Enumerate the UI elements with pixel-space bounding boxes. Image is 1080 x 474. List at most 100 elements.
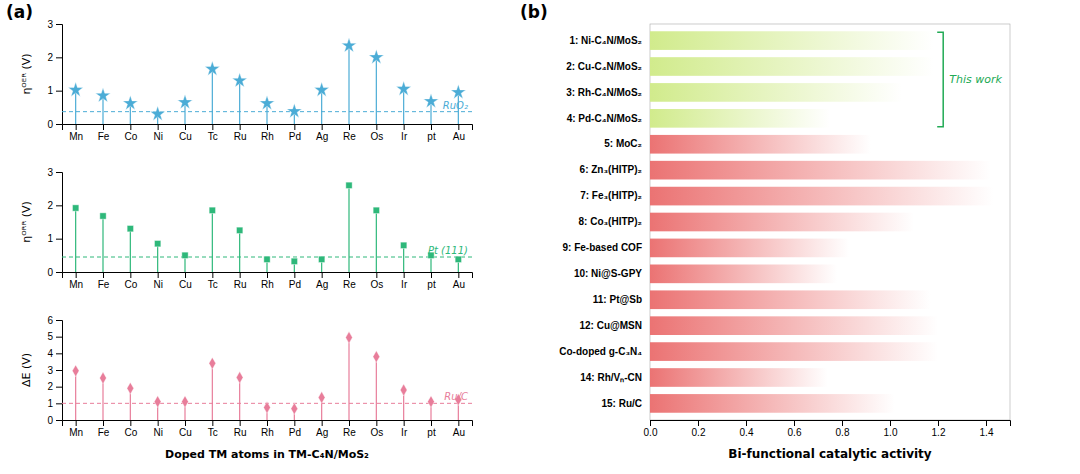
- tick: 3: Rh-C₄N/MoS₂: [566, 87, 650, 98]
- tick-mark: [746, 420, 747, 426]
- tick-label: 2: Cu-C₄N/MoS₂: [566, 61, 642, 72]
- tick: 12: Cu@MSN: [579, 320, 650, 331]
- bar: [650, 83, 902, 102]
- tick: Re: [343, 124, 356, 142]
- stem: [239, 81, 240, 124]
- tick-label: Ir: [401, 427, 408, 438]
- tick-label: Re: [343, 131, 356, 142]
- stem: [102, 378, 103, 420]
- axis: 1: Ni-C₄N/MoS₂2: Cu-C₄N/MoS₂3: Rh-C₄N/Mo…: [559, 25, 650, 421]
- marker: [155, 241, 161, 247]
- tick-mark: [56, 57, 62, 58]
- tick-label: 2: [47, 200, 53, 211]
- marker: [205, 61, 220, 75]
- axis: MnFeCoNiCuTcRuRhPdAgReOsIrptAu: [63, 420, 473, 438]
- tick: 3: [47, 167, 62, 178]
- tick-label: Ru: [234, 279, 247, 290]
- bar: [650, 161, 991, 180]
- stem: [157, 244, 158, 272]
- tick-label: 0.8: [836, 427, 850, 438]
- tick: 0.8: [836, 420, 850, 438]
- tick: Ir: [401, 124, 408, 142]
- tick-mark: [404, 124, 405, 130]
- marker: [396, 81, 411, 95]
- tick: 15: Ru/C: [601, 398, 650, 409]
- tick-mark: [76, 124, 77, 130]
- tick-mark: [322, 420, 323, 426]
- tick-label: 15: Ru/C: [601, 398, 642, 409]
- tick-label: 0.4: [740, 427, 754, 438]
- tick: Mn: [69, 124, 83, 142]
- tick-mark: [103, 124, 104, 130]
- marks: [650, 31, 993, 412]
- tick: Pd: [289, 124, 301, 142]
- tick-label: Rh: [261, 279, 274, 290]
- axis: MnFeCoNiCuTcRuRhPdAgReOsIrptAu: [63, 272, 473, 290]
- marker: [291, 258, 297, 264]
- tick-mark: [842, 420, 843, 426]
- tick: Rh: [261, 420, 274, 438]
- tick: pt: [427, 124, 436, 142]
- tick-label: Co: [124, 279, 137, 290]
- marker: [291, 403, 298, 415]
- tick-label: Ag: [316, 279, 328, 290]
- tick-label: 0: [47, 267, 53, 278]
- marks: [62, 182, 472, 272]
- tick: Co-doped g-C₃N₄: [559, 346, 650, 357]
- tick-mark: [56, 205, 62, 206]
- tick-label: Au: [453, 427, 465, 438]
- tick: pt: [427, 272, 436, 290]
- bar: [650, 342, 938, 361]
- tick-mark: [56, 172, 62, 173]
- bar: [650, 57, 933, 76]
- tick: Os: [370, 420, 383, 438]
- marker: [100, 213, 106, 219]
- marker: [319, 256, 325, 262]
- tick-mark: [698, 420, 699, 426]
- panel-label: (a): [6, 2, 33, 22]
- tick-label: 2: [47, 52, 53, 63]
- tick-label: Ru: [234, 427, 247, 438]
- tick-label: 8: Co₃(HITP)₂: [578, 216, 642, 227]
- tick: 4: [47, 348, 62, 359]
- y-axis-title: ΔE (V): [20, 353, 33, 387]
- axis-line: [56, 173, 63, 273]
- tick: Ir: [401, 272, 408, 290]
- tick-mark: [794, 420, 795, 426]
- bar: [650, 394, 895, 413]
- tick-mark: [212, 124, 213, 130]
- tick-mark: [56, 124, 62, 125]
- tick: Ru: [234, 272, 247, 290]
- axis-line: [63, 125, 473, 131]
- stem: [376, 210, 377, 272]
- tick-label: Ni: [153, 279, 162, 290]
- tick: 1: [47, 398, 62, 409]
- tick-mark: [103, 420, 104, 426]
- tick-mark: [56, 239, 62, 240]
- tick: Ni: [153, 124, 162, 142]
- tick: Os: [370, 124, 383, 142]
- marker: [236, 372, 243, 384]
- tick: 0: [47, 119, 62, 130]
- tick-mark: [56, 91, 62, 92]
- marker: [209, 207, 215, 213]
- tick-mark: [986, 420, 987, 426]
- tick: Mn: [69, 272, 83, 290]
- tick: 10: Ni@S-GPY: [574, 268, 650, 279]
- tick-label: 7: Fe₃(HITP)₂: [580, 190, 642, 201]
- tick-mark: [56, 320, 62, 321]
- marker: [455, 256, 461, 262]
- tick: Ru: [234, 124, 247, 142]
- tick: Fe: [98, 420, 110, 438]
- axis-line: [56, 25, 63, 125]
- tick-label: Au: [453, 279, 465, 290]
- marker: [209, 357, 216, 369]
- tick-label: 0.0: [644, 427, 658, 438]
- bar: [650, 265, 837, 284]
- tick: Tc: [208, 272, 218, 290]
- tick-mark: [212, 420, 213, 426]
- tick-mark: [650, 420, 651, 426]
- marker: [373, 207, 379, 213]
- tick-mark: [130, 420, 131, 426]
- tick-label: 3: [47, 19, 53, 30]
